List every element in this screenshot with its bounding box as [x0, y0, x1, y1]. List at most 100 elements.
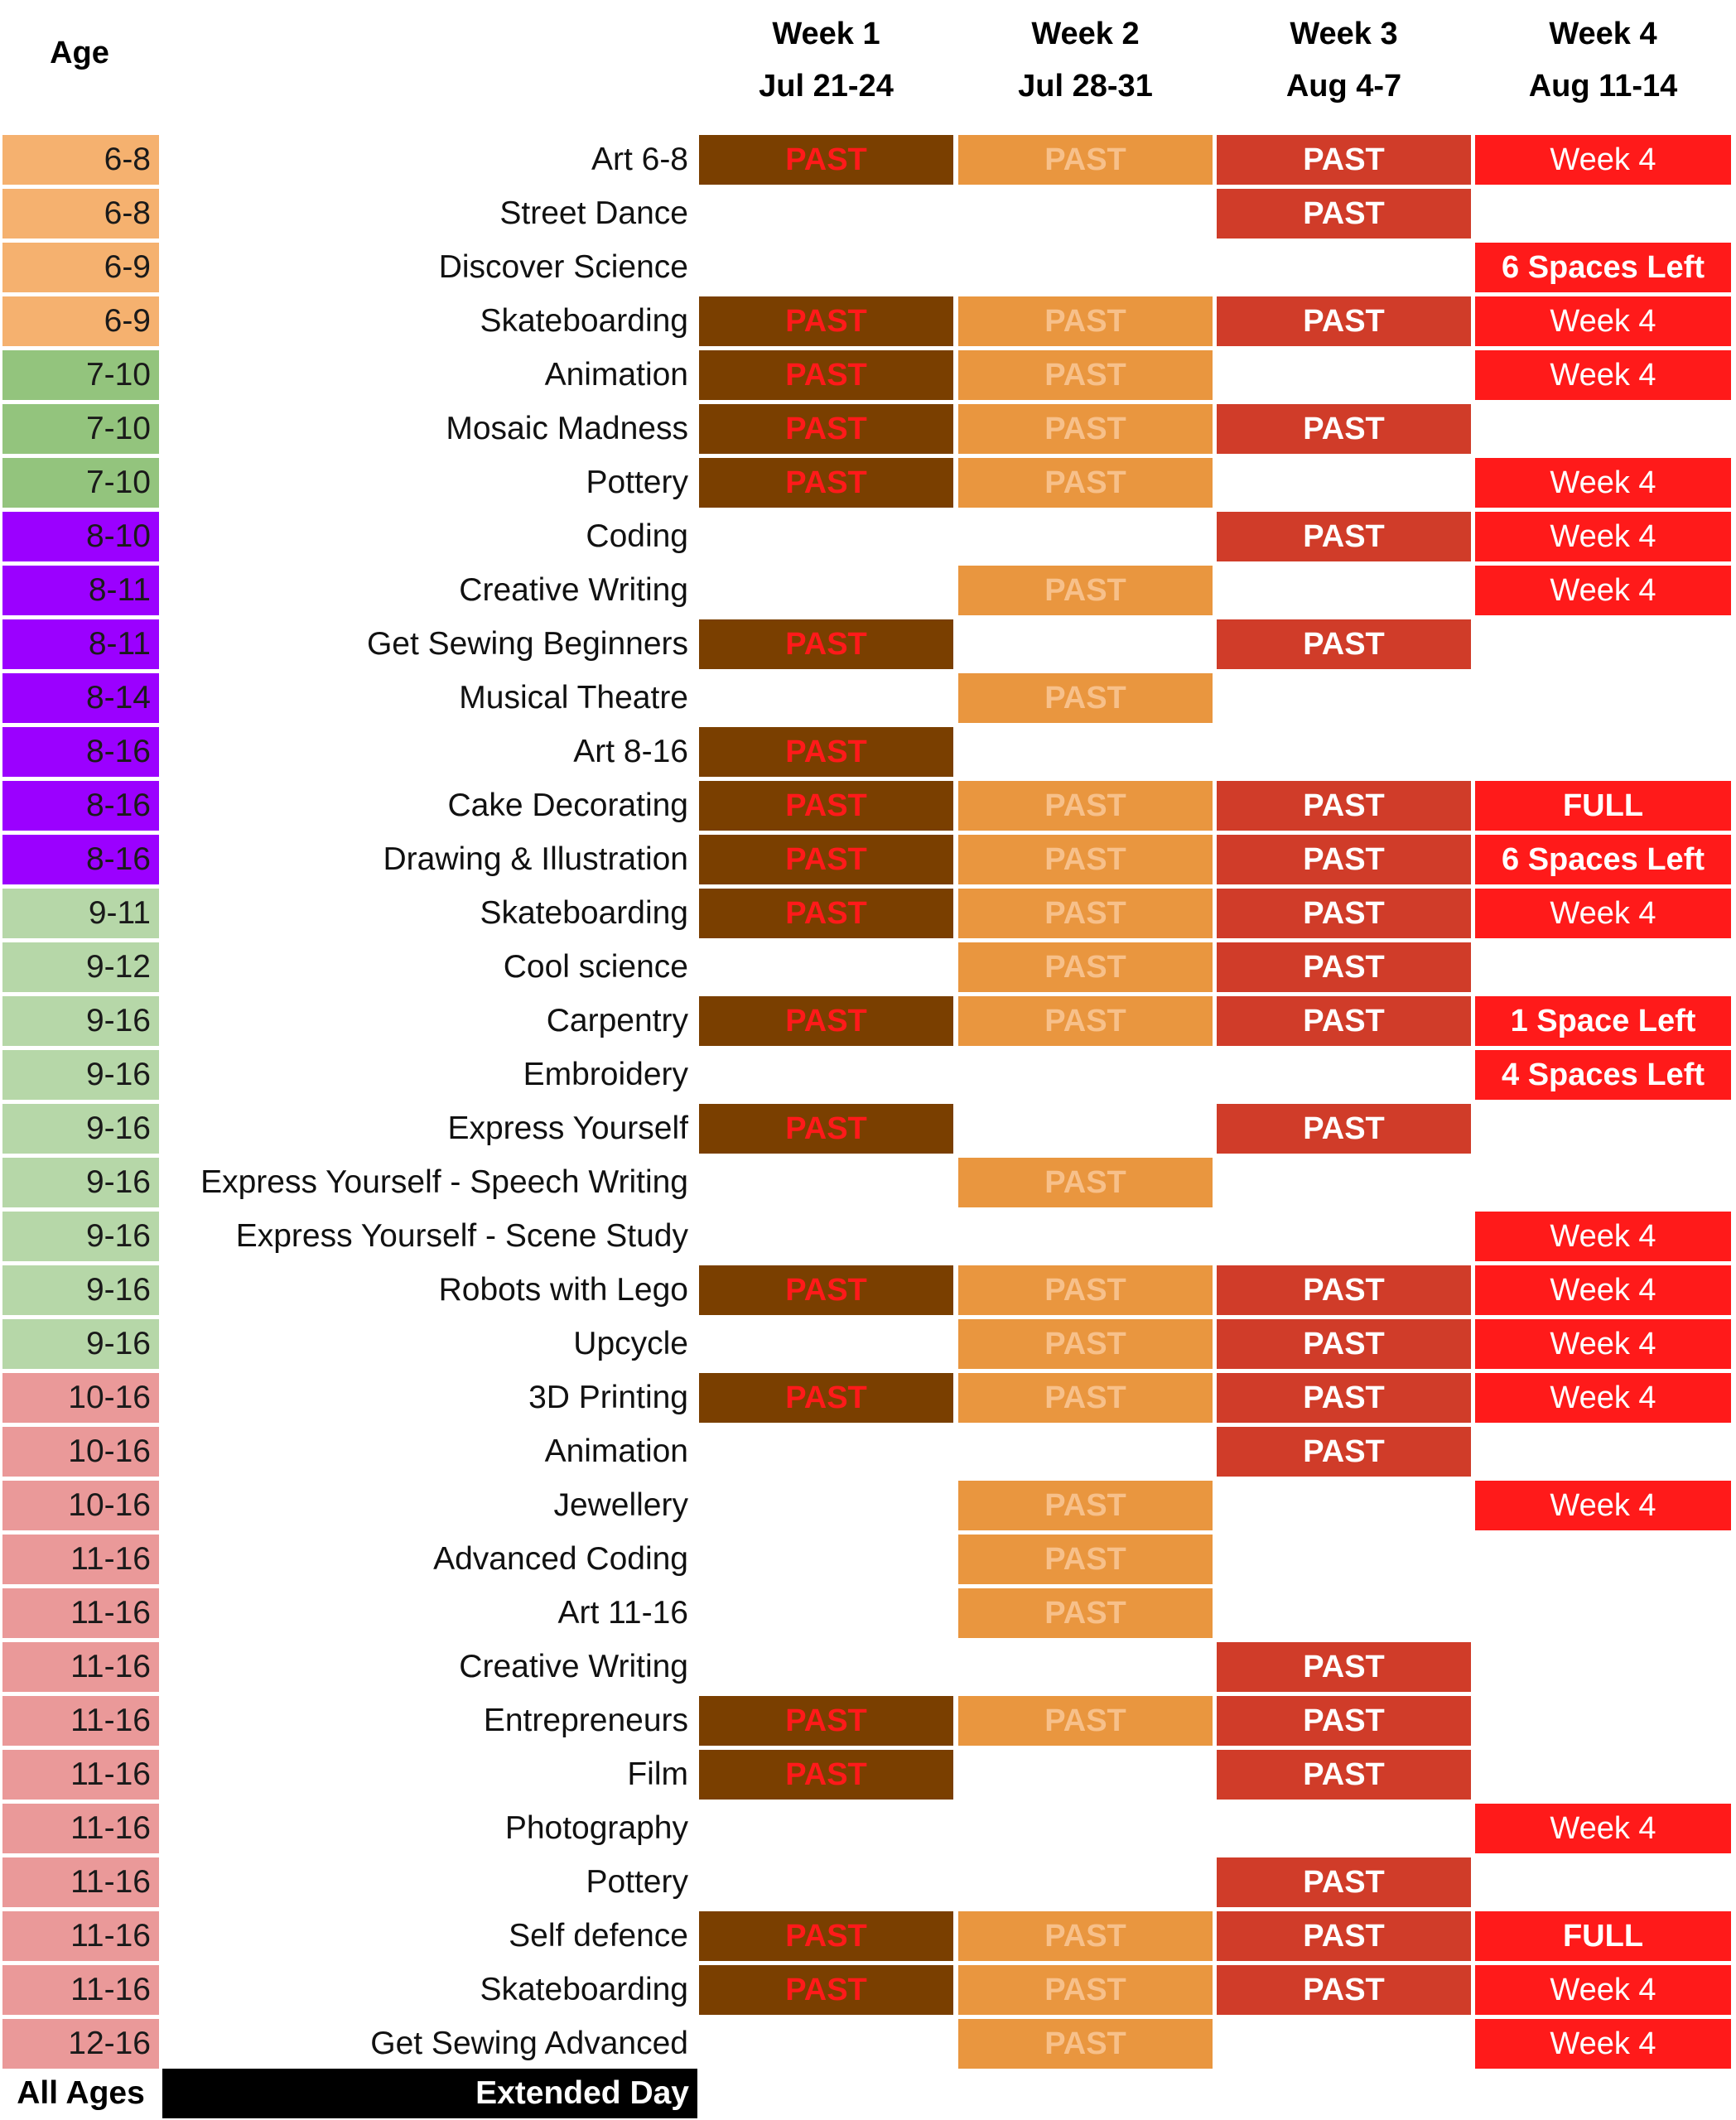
week2-status-cell[interactable]: PAST — [958, 1911, 1213, 1961]
week1-status-cell[interactable]: PAST — [699, 350, 953, 400]
week1-status-cell[interactable]: PAST — [699, 781, 953, 831]
week1-status-cell[interactable]: PAST — [699, 835, 953, 884]
week4-status-cell[interactable]: Week 4 — [1475, 1373, 1731, 1423]
week1-status-cell[interactable]: PAST — [699, 1750, 953, 1800]
week2-status-cell[interactable]: PAST — [958, 996, 1213, 1046]
week4-status-cell[interactable]: 6 Spaces Left — [1475, 835, 1731, 884]
week1-status-cell[interactable]: PAST — [699, 1965, 953, 2015]
week3-status-cell[interactable]: PAST — [1217, 1319, 1471, 1369]
week4-status-cell[interactable]: Week 4 — [1475, 135, 1731, 185]
week4-status-cell[interactable]: Week 4 — [1475, 1481, 1731, 1530]
week2-status-cell[interactable]: PAST — [958, 1158, 1213, 1207]
table-row: 11-16 Pottery PAST — [0, 1857, 1736, 1911]
week2-status-cell[interactable]: PAST — [958, 296, 1213, 346]
week2-status-cell[interactable]: PAST — [958, 1965, 1213, 2015]
week3-title: Week 3 — [1290, 17, 1398, 51]
week3-status-cell[interactable]: PAST — [1217, 835, 1471, 884]
week2-status-cell[interactable]: PAST — [958, 1373, 1213, 1423]
week3-status-cell[interactable]: PAST — [1217, 1696, 1471, 1746]
week3-status-cell[interactable]: PAST — [1217, 1750, 1471, 1800]
week1-status-cell[interactable]: PAST — [699, 619, 953, 669]
week3-status-cell[interactable]: PAST — [1217, 1265, 1471, 1315]
week2-status-cell[interactable]: PAST — [958, 404, 1213, 454]
week1-status-cell[interactable]: PAST — [699, 889, 953, 938]
week2-status-cell[interactable]: PAST — [958, 673, 1213, 723]
week2-status-cell[interactable]: PAST — [958, 1588, 1213, 1638]
week4-status-cell[interactable]: FULL — [1475, 1911, 1731, 1961]
week3-status-cell[interactable]: PAST — [1217, 942, 1471, 992]
class-name-cell: Creative Writing — [459, 572, 688, 608]
week3-status-cell[interactable]: PAST — [1217, 889, 1471, 938]
table-row: 9-16 Express Yourself - Speech Writing PAS… — [0, 1158, 1736, 1212]
week2-status-cell[interactable]: PAST — [958, 1535, 1213, 1584]
week1-status-cell[interactable]: PAST — [699, 1696, 953, 1746]
week4-status-cell[interactable]: Week 4 — [1475, 1212, 1731, 1261]
week4-status-cell[interactable]: 6 Spaces Left — [1475, 243, 1731, 292]
week1-status-cell[interactable]: PAST — [699, 727, 953, 777]
week2-status-cell[interactable]: PAST — [958, 566, 1213, 615]
week1-status-cell[interactable]: PAST — [699, 135, 953, 185]
table-row: 12-16 Get Sewing Advanced PAST Week 4 — [0, 2019, 1736, 2073]
week4-status-cell[interactable]: Week 4 — [1475, 566, 1731, 615]
table-row: 6-9 Discover Science 6 Spaces Left — [0, 243, 1736, 296]
table-row: 8-11 Get Sewing Beginners PAST PAST — [0, 619, 1736, 673]
week2-status-cell[interactable]: PAST — [958, 1481, 1213, 1530]
week3-status-cell[interactable]: PAST — [1217, 619, 1471, 669]
week4-status-cell[interactable]: Week 4 — [1475, 1265, 1731, 1315]
week3-status-cell[interactable]: PAST — [1217, 1642, 1471, 1692]
week4-status-cell[interactable]: 1 Space Left — [1475, 996, 1731, 1046]
week2-status-cell[interactable]: PAST — [958, 135, 1213, 185]
week3-status-cell[interactable]: PAST — [1217, 1965, 1471, 2015]
week1-status-cell[interactable]: PAST — [699, 996, 953, 1046]
week1-status-cell[interactable]: PAST — [699, 296, 953, 346]
week4-status-cell[interactable]: 4 Spaces Left — [1475, 1050, 1731, 1100]
week2-status-cell[interactable]: PAST — [958, 350, 1213, 400]
week2-status-cell[interactable]: PAST — [958, 835, 1213, 884]
week4-status-cell[interactable]: Week 4 — [1475, 296, 1731, 346]
week3-status-cell[interactable]: PAST — [1217, 781, 1471, 831]
week1-status-cell[interactable]: PAST — [699, 1265, 953, 1315]
week1-status-cell[interactable]: PAST — [699, 458, 953, 508]
week1-status-cell[interactable]: PAST — [699, 1911, 953, 1961]
week1-status-cell[interactable]: PAST — [699, 404, 953, 454]
table-row: 8-11 Creative Writing PAST Week 4 — [0, 566, 1736, 619]
week4-status-cell[interactable]: Week 4 — [1475, 350, 1731, 400]
week4-status-cell[interactable]: Week 4 — [1475, 2019, 1731, 2069]
week2-status-cell[interactable]: PAST — [958, 2019, 1213, 2069]
week2-status-cell[interactable]: PAST — [958, 781, 1213, 831]
week3-status-cell[interactable]: PAST — [1217, 135, 1471, 185]
week3-status-cell[interactable]: PAST — [1217, 996, 1471, 1046]
week4-status-cell[interactable]: Week 4 — [1475, 1804, 1731, 1853]
class-name-cell: Skateboarding — [480, 1972, 688, 2007]
week3-status-cell[interactable]: PAST — [1217, 1857, 1471, 1907]
week2-status-cell[interactable]: PAST — [958, 458, 1213, 508]
week3-status-cell[interactable]: PAST — [1217, 1373, 1471, 1423]
age-range-cell: 9-16 — [2, 1050, 159, 1100]
week2-status-cell[interactable]: PAST — [958, 1696, 1213, 1746]
week2-status-cell[interactable]: PAST — [958, 1319, 1213, 1369]
week3-status-cell[interactable]: PAST — [1217, 189, 1471, 238]
week4-status-cell[interactable]: Week 4 — [1475, 1965, 1731, 2015]
age-range-cell: 10-16 — [2, 1481, 159, 1530]
week4-status-cell[interactable]: Week 4 — [1475, 1319, 1731, 1369]
class-name-cell: Entrepreneurs — [483, 1703, 688, 1738]
week2-status-cell[interactable]: PAST — [958, 889, 1213, 938]
week1-status-cell[interactable]: PAST — [699, 1373, 953, 1423]
week3-status-cell[interactable]: PAST — [1217, 1427, 1471, 1477]
week1-status-cell[interactable]: PAST — [699, 1104, 953, 1154]
week3-status-cell[interactable]: PAST — [1217, 404, 1471, 454]
week4-status-cell[interactable]: Week 4 — [1475, 458, 1731, 508]
age-range-cell: 8-16 — [2, 835, 159, 884]
week3-status-cell[interactable]: PAST — [1217, 296, 1471, 346]
week3-status-cell[interactable]: PAST — [1217, 1104, 1471, 1154]
week2-status-cell[interactable]: PAST — [958, 942, 1213, 992]
class-name-cell: Get Sewing Advanced — [370, 2026, 688, 2061]
class-name-cell: Get Sewing Beginners — [366, 626, 688, 662]
week4-status-cell[interactable]: FULL — [1475, 781, 1731, 831]
week3-status-cell[interactable]: PAST — [1217, 1911, 1471, 1961]
week3-status-cell[interactable]: PAST — [1217, 512, 1471, 561]
week4-status-cell[interactable]: Week 4 — [1475, 889, 1731, 938]
class-name-cell: Pottery — [586, 465, 688, 500]
week2-status-cell[interactable]: PAST — [958, 1265, 1213, 1315]
week4-status-cell[interactable]: Week 4 — [1475, 512, 1731, 561]
